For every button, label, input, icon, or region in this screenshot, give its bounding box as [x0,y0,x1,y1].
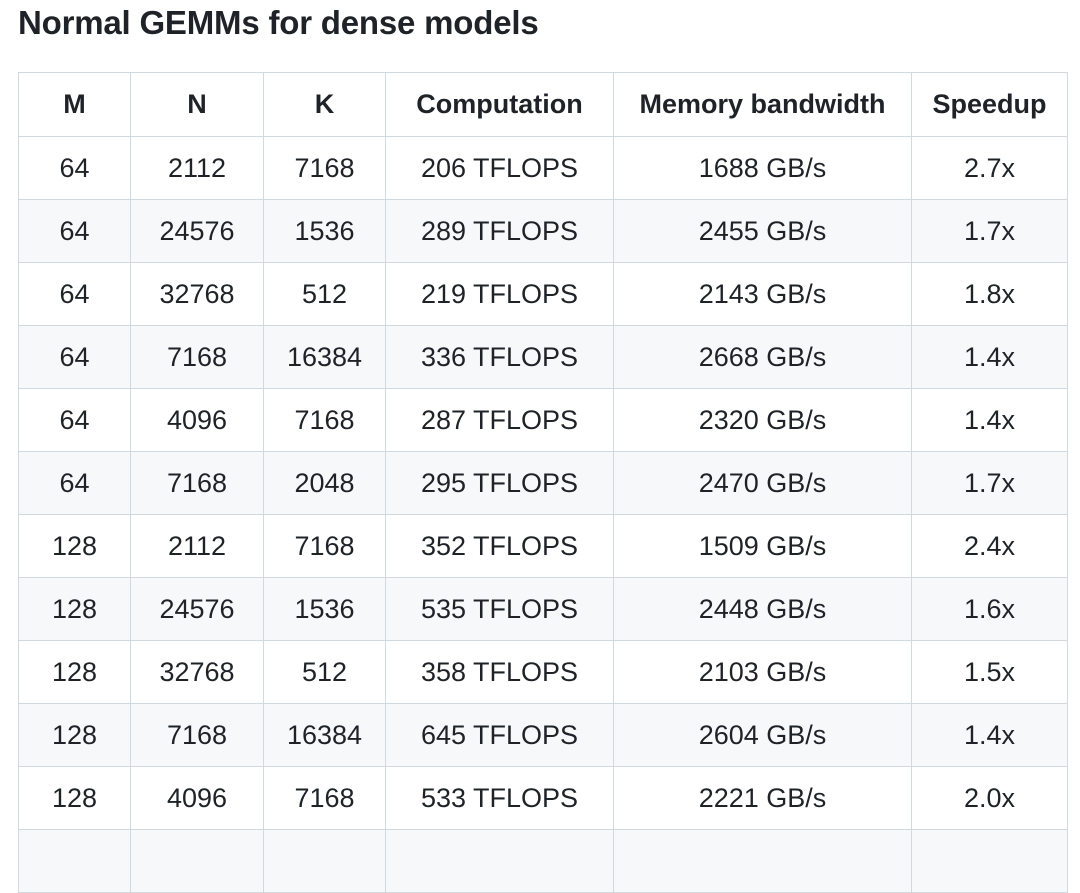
table-row: 128 4096 7168 533 TFLOPS 2221 GB/s 2.0x [18,766,1068,830]
cell: 352 TFLOPS [385,514,614,578]
cell: 128 [18,640,131,704]
cell: 1536 [263,199,386,263]
table-row: 64 2112 7168 206 TFLOPS 1688 GB/s 2.7x [18,136,1068,200]
cell: 24576 [130,199,264,263]
cell: 4096 [130,766,264,830]
cell: 295 TFLOPS [385,451,614,515]
cell [18,829,131,893]
cell: 2103 GB/s [613,640,912,704]
cell: 1536 [263,577,386,641]
table-header: M N K Computation Memory bandwidth Speedup [18,72,1068,137]
cell: 32768 [130,640,264,704]
cell: 7168 [263,136,386,200]
cell: 1.6x [911,577,1068,641]
cell: 64 [18,325,131,389]
cell [385,829,614,893]
cell: 128 [18,766,131,830]
table-row: 64 7168 2048 295 TFLOPS 2470 GB/s 1.7x [18,451,1068,515]
cell: 1509 GB/s [613,514,912,578]
cell: 32768 [130,262,264,326]
cell: 128 [18,703,131,767]
cell: 128 [18,577,131,641]
column-header-n: N [130,72,264,137]
cell: 2112 [130,514,264,578]
cell: 7168 [130,703,264,767]
cell: 64 [18,451,131,515]
column-header-m: M [18,72,131,137]
cell [911,829,1068,893]
table-row: 128 7168 16384 645 TFLOPS 2604 GB/s 1.4x [18,703,1068,767]
cell: 2.0x [911,766,1068,830]
cell: 533 TFLOPS [385,766,614,830]
cell [613,829,912,893]
cell: 2668 GB/s [613,325,912,389]
table-header-row: M N K Computation Memory bandwidth Speedup [18,72,1068,137]
cell: 1.4x [911,703,1068,767]
table-row: 128 32768 512 358 TFLOPS 2103 GB/s 1.5x [18,640,1068,704]
cell: 512 [263,262,386,326]
cell: 7168 [130,451,264,515]
cell: 24576 [130,577,264,641]
cell: 219 TFLOPS [385,262,614,326]
cell: 289 TFLOPS [385,199,614,263]
cell: 2455 GB/s [613,199,912,263]
cell [263,829,386,893]
cell: 206 TFLOPS [385,136,614,200]
cell: 64 [18,199,131,263]
column-header-k: K [263,72,386,137]
cell: 7168 [263,388,386,452]
cell: 645 TFLOPS [385,703,614,767]
table-row: 64 4096 7168 287 TFLOPS 2320 GB/s 1.4x [18,388,1068,452]
table-body: 64 2112 7168 206 TFLOPS 1688 GB/s 2.7x 64 24576… [18,136,1068,893]
cell: 64 [18,262,131,326]
cell: 2143 GB/s [613,262,912,326]
cell: 16384 [263,703,386,767]
cell: 2604 GB/s [613,703,912,767]
cell: 7168 [263,514,386,578]
table-row: 64 7168 16384 336 TFLOPS 2668 GB/s 1.4x [18,325,1068,389]
cell: 2048 [263,451,386,515]
cell: 2112 [130,136,264,200]
cell: 7168 [263,766,386,830]
cell: 128 [18,514,131,578]
cell: 1.5x [911,640,1068,704]
cell: 2.4x [911,514,1068,578]
column-header-speedup: Speedup [911,72,1068,137]
cell: 4096 [130,388,264,452]
cell: 2448 GB/s [613,577,912,641]
cell: 2221 GB/s [613,766,912,830]
column-header-memory-bandwidth: Memory bandwidth [613,72,912,137]
cell: 2470 GB/s [613,451,912,515]
cell: 64 [18,136,131,200]
cell: 336 TFLOPS [385,325,614,389]
cell: 64 [18,388,131,452]
column-header-computation: Computation [385,72,614,137]
gemm-performance-table: M N K Computation Memory bandwidth Speedup 64… [18,72,1068,893]
table-row: 64 32768 512 219 TFLOPS 2143 GB/s 1.8x [18,262,1068,326]
table-row: 64 24576 1536 289 TFLOPS 2455 GB/s 1.7x [18,199,1068,263]
cell: 1688 GB/s [613,136,912,200]
table-row: 128 24576 1536 535 TFLOPS 2448 GB/s 1.6x [18,577,1068,641]
cell: 535 TFLOPS [385,577,614,641]
cell: 358 TFLOPS [385,640,614,704]
cell: 1.4x [911,388,1068,452]
cell: 1.4x [911,325,1068,389]
cell: 1.7x [911,199,1068,263]
cell: 1.7x [911,451,1068,515]
table-row: 128 2112 7168 352 TFLOPS 1509 GB/s 2.4x [18,514,1068,578]
cell: 1.8x [911,262,1068,326]
table-row-partial [18,829,1068,893]
section-title: Normal GEMMs for dense models [18,4,539,41]
cell: 512 [263,640,386,704]
cell [130,829,264,893]
cell: 2.7x [911,136,1068,200]
cell: 287 TFLOPS [385,388,614,452]
cell: 7168 [130,325,264,389]
cell: 16384 [263,325,386,389]
cell: 2320 GB/s [613,388,912,452]
